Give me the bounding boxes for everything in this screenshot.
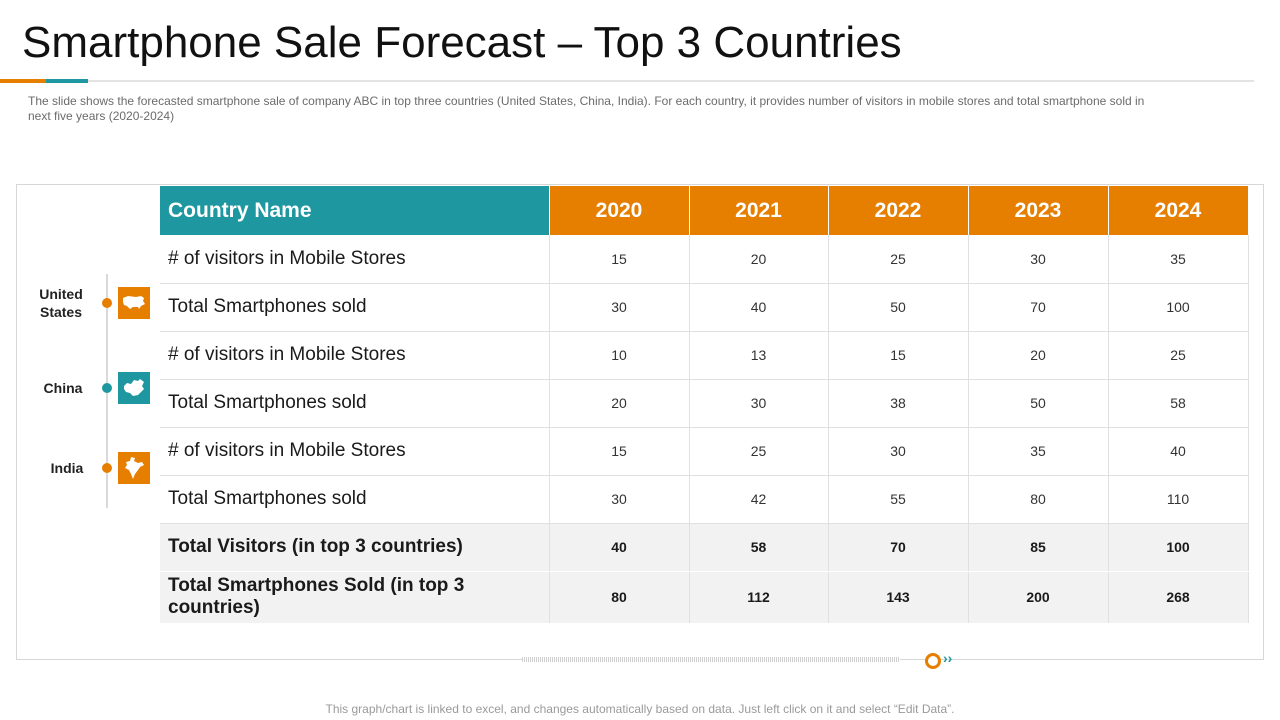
total-cell-value: 70 [828, 523, 969, 572]
cell-value: 25 [1108, 331, 1249, 380]
cell-value: 38 [828, 379, 969, 428]
total-row-visitors: Total Visitors (in top 3 countries) 40 5… [160, 523, 1249, 572]
usa-map-shape [123, 296, 145, 309]
row-label: # of visitors in Mobile Stores [160, 235, 550, 284]
cell-value: 70 [968, 283, 1109, 332]
cell-value: 50 [968, 379, 1109, 428]
total-cell-value: 143 [828, 571, 969, 624]
cell-value: 58 [1108, 379, 1249, 428]
footer-note: This graph/chart is linked to excel, and… [325, 702, 955, 716]
total-cell-value: 40 [549, 523, 690, 572]
forecast-table: Country Name 2020 2021 2022 2023 2024 # … [160, 186, 1249, 624]
cell-value: 50 [828, 283, 969, 332]
cell-value: 110 [1108, 475, 1249, 524]
total-cell-value: 268 [1108, 571, 1249, 624]
timeline-dot-india [102, 463, 112, 473]
cell-value: 20 [689, 235, 829, 284]
country-label-china: China [28, 379, 98, 397]
india-map-icon [118, 452, 150, 484]
country-label-line1: China [43, 380, 83, 396]
cell-value: 55 [828, 475, 969, 524]
timeline-dot-united-states [102, 298, 112, 308]
title-accent-orange [0, 79, 46, 83]
cell-value: 15 [828, 331, 969, 380]
title-divider [0, 80, 1254, 82]
cell-value: 30 [549, 475, 690, 524]
country-label-line1: India [50, 460, 84, 476]
cell-value: 10 [549, 331, 690, 380]
row-label: # of visitors in Mobile Stores [160, 331, 550, 380]
cell-value: 30 [968, 235, 1109, 284]
header-year-2021: 2021 [689, 186, 829, 235]
table-row: # of visitors in Mobile Stores 10 13 15 … [160, 331, 1249, 380]
total-cell-value: 200 [968, 571, 1109, 624]
page-title: Smartphone Sale Forecast – Top 3 Countri… [22, 18, 902, 67]
decorative-scroll-track [522, 657, 900, 662]
cell-value: 35 [1108, 235, 1249, 284]
total-row-label: Total Visitors (in top 3 countries) [160, 523, 550, 572]
table-row: # of visitors in Mobile Stores 15 25 30 … [160, 427, 1249, 476]
total-row-label: Total Smartphones Sold (in top 3 countri… [160, 571, 550, 624]
table-row: Total Smartphones sold 30 42 55 80 110 [160, 475, 1249, 524]
chevron-right-icon: ›› [943, 650, 953, 666]
china-map-shape [124, 379, 144, 396]
header-country-name: Country Name [160, 186, 550, 235]
cell-value: 15 [549, 427, 690, 476]
cell-value: 13 [689, 331, 829, 380]
cell-value: 20 [549, 379, 690, 428]
header-year-2023: 2023 [968, 186, 1109, 235]
cell-value: 30 [828, 427, 969, 476]
row-label: Total Smartphones sold [160, 379, 550, 428]
total-cell-value: 80 [549, 571, 690, 624]
timeline-dot-china [102, 383, 112, 393]
country-label-line1: United [39, 286, 83, 302]
table-row: Total Smartphones sold 20 30 38 50 58 [160, 379, 1249, 428]
header-year-2020: 2020 [549, 186, 690, 235]
cell-value: 30 [689, 379, 829, 428]
row-label: # of visitors in Mobile Stores [160, 427, 550, 476]
cell-value: 40 [1108, 427, 1249, 476]
row-label: Total Smartphones sold [160, 283, 550, 332]
cell-value: 100 [1108, 283, 1249, 332]
header-year-2024: 2024 [1108, 186, 1249, 235]
table-header-row: Country Name 2020 2021 2022 2023 2024 [160, 186, 1249, 235]
total-cell-value: 100 [1108, 523, 1249, 572]
cell-value: 40 [689, 283, 829, 332]
cell-value: 30 [549, 283, 690, 332]
total-cell-value: 112 [689, 571, 829, 624]
row-label: Total Smartphones sold [160, 475, 550, 524]
header-year-2022: 2022 [828, 186, 969, 235]
table-row: Total Smartphones sold 30 40 50 70 100 [160, 283, 1249, 332]
usa-map-icon [118, 287, 150, 319]
total-cell-value: 85 [968, 523, 1109, 572]
total-cell-value: 58 [689, 523, 829, 572]
cell-value: 35 [968, 427, 1109, 476]
cell-value: 15 [549, 235, 690, 284]
title-accent-teal [46, 79, 88, 83]
slide-description: The slide shows the forecasted smartphon… [28, 94, 1145, 123]
india-map-shape [125, 457, 144, 479]
cell-value: 20 [968, 331, 1109, 380]
table-row: # of visitors in Mobile Stores 15 20 25 … [160, 235, 1249, 284]
country-label-line2: States [39, 304, 83, 320]
cell-value: 42 [689, 475, 829, 524]
china-map-icon [118, 372, 150, 404]
cell-value: 25 [689, 427, 829, 476]
country-label-india: India [32, 459, 102, 477]
cell-value: 80 [968, 475, 1109, 524]
decorative-scroll-knob [925, 653, 941, 669]
total-row-smartphones: Total Smartphones Sold (in top 3 countri… [160, 571, 1249, 624]
cell-value: 25 [828, 235, 969, 284]
country-label-united-states: United States [26, 285, 96, 321]
